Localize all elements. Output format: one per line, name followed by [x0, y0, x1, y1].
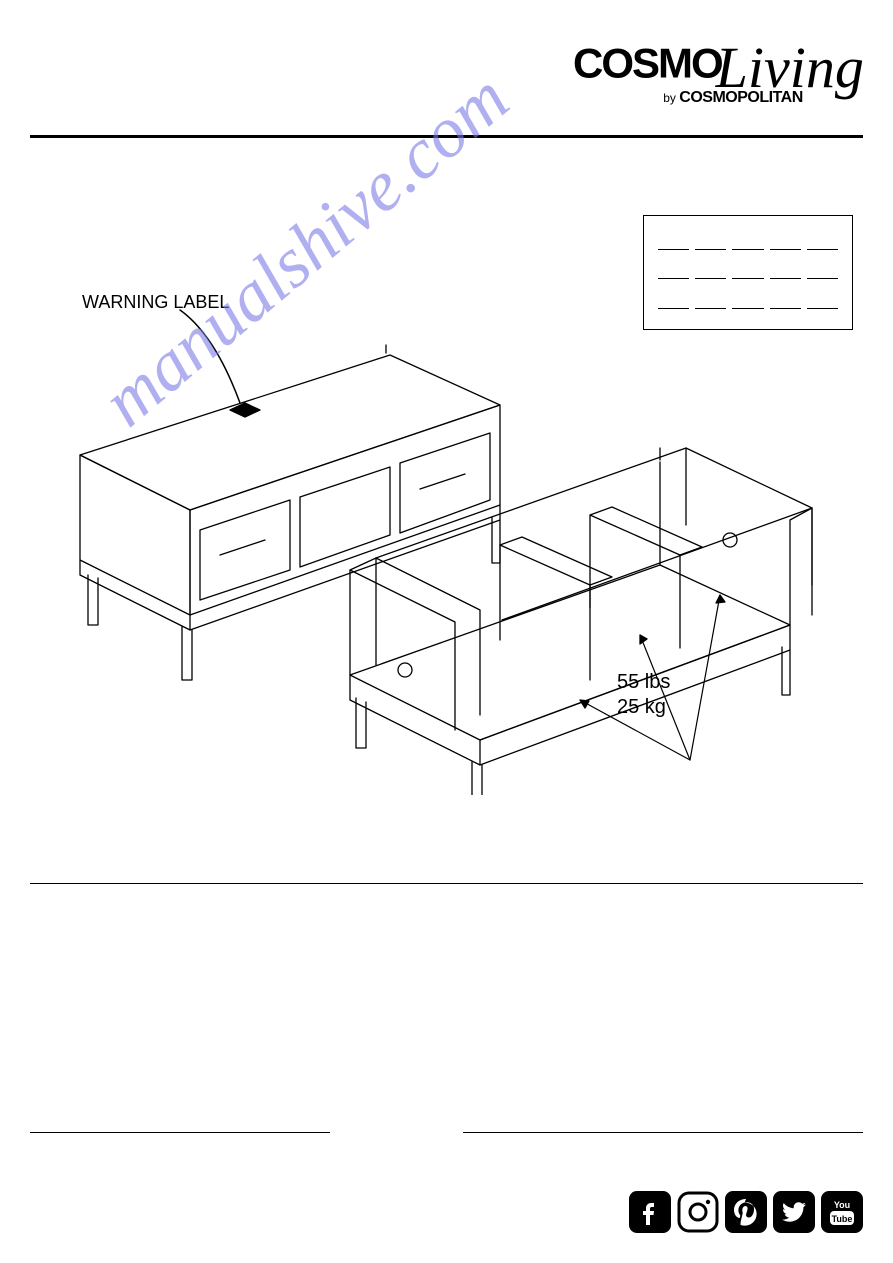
- weight-kg: 25 kg: [617, 695, 670, 720]
- divider-top: [30, 135, 863, 138]
- divider-bottom-right: [463, 1132, 863, 1133]
- logo-cosmo: COSMO: [573, 40, 722, 87]
- facebook-icon[interactable]: [629, 1191, 671, 1233]
- youtube-icon[interactable]: You Tube: [821, 1191, 863, 1233]
- social-icons: You Tube: [629, 1191, 863, 1233]
- instagram-icon[interactable]: [677, 1191, 719, 1233]
- logo-living: Living: [716, 35, 864, 100]
- weight-lbs: 55 lbs: [617, 670, 670, 695]
- pinterest-icon[interactable]: [725, 1191, 767, 1233]
- twitter-icon[interactable]: [773, 1191, 815, 1233]
- info-row: [658, 236, 838, 250]
- weight-callout: 55 lbs 25 kg: [617, 670, 670, 720]
- brand-logo: COSMOLiving by COSMOPOLITAN: [573, 30, 853, 107]
- divider-mid: [30, 883, 863, 884]
- logo-by-prefix: by: [663, 91, 676, 105]
- furniture-illustration: [60, 275, 840, 795]
- divider-bottom-left: [30, 1132, 330, 1133]
- svg-text:Tube: Tube: [832, 1214, 853, 1224]
- logo-line1: COSMOLiving: [573, 30, 853, 97]
- svg-text:You: You: [834, 1200, 850, 1210]
